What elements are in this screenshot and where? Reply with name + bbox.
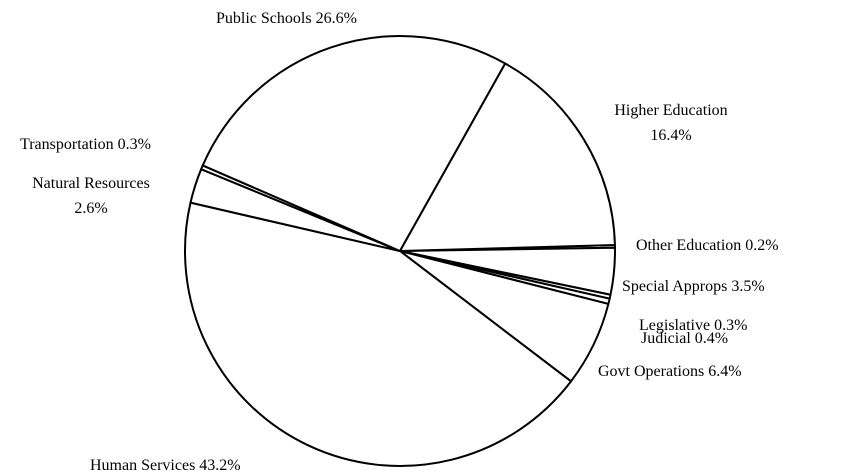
pie-label-judicial: Judicial 0.4% — [641, 330, 728, 347]
pie-label-line: Transportation 0.3% — [20, 136, 151, 153]
pie-label-line: Human Services 43.2% — [90, 457, 241, 474]
pie-label-legislative: Legislative 0.3% — [639, 317, 747, 334]
pie-slice-human-services — [184, 201, 572, 467]
pie-label-line: Legislative 0.3% — [639, 317, 747, 334]
pie-label-special-approps: Special Approps 3.5% — [622, 278, 765, 295]
pie-label-human-services: Human Services 43.2% — [90, 457, 241, 474]
pie-label-line: Govt Operations 6.4% — [598, 363, 742, 380]
pie-label-line: 2.6% — [74, 200, 107, 217]
pie-slice-higher-education — [399, 62, 616, 252]
pie-label-natural-resources: Natural Resources 2.6% — [32, 175, 150, 217]
pie-label-transportation: Transportation 0.3% — [20, 136, 151, 153]
pie-label-line: Public Schools 26.6% — [216, 10, 357, 27]
pie-labels: Other Education 0.2% Special Approps 3.5%… — [20, 10, 779, 474]
pie-label-line: Special Approps 3.5% — [622, 278, 765, 295]
pie-slices — [184, 35, 616, 467]
pie-label-line: Judicial 0.4% — [641, 330, 728, 347]
pie-label-line: Natural Resources — [32, 175, 150, 192]
pie-label-line: Higher Education — [614, 102, 727, 119]
pie-label-govt-operations: Govt Operations 6.4% — [598, 363, 742, 380]
pie-label-line: 16.4% — [650, 127, 691, 144]
pie-label-higher-education: Higher Education 16.4% — [614, 102, 727, 144]
pie-label-line: Other Education 0.2% — [636, 237, 779, 254]
pie-label-other-education: Other Education 0.2% — [636, 237, 779, 254]
pie-label-public-schools: Public Schools 26.6% — [216, 10, 357, 27]
